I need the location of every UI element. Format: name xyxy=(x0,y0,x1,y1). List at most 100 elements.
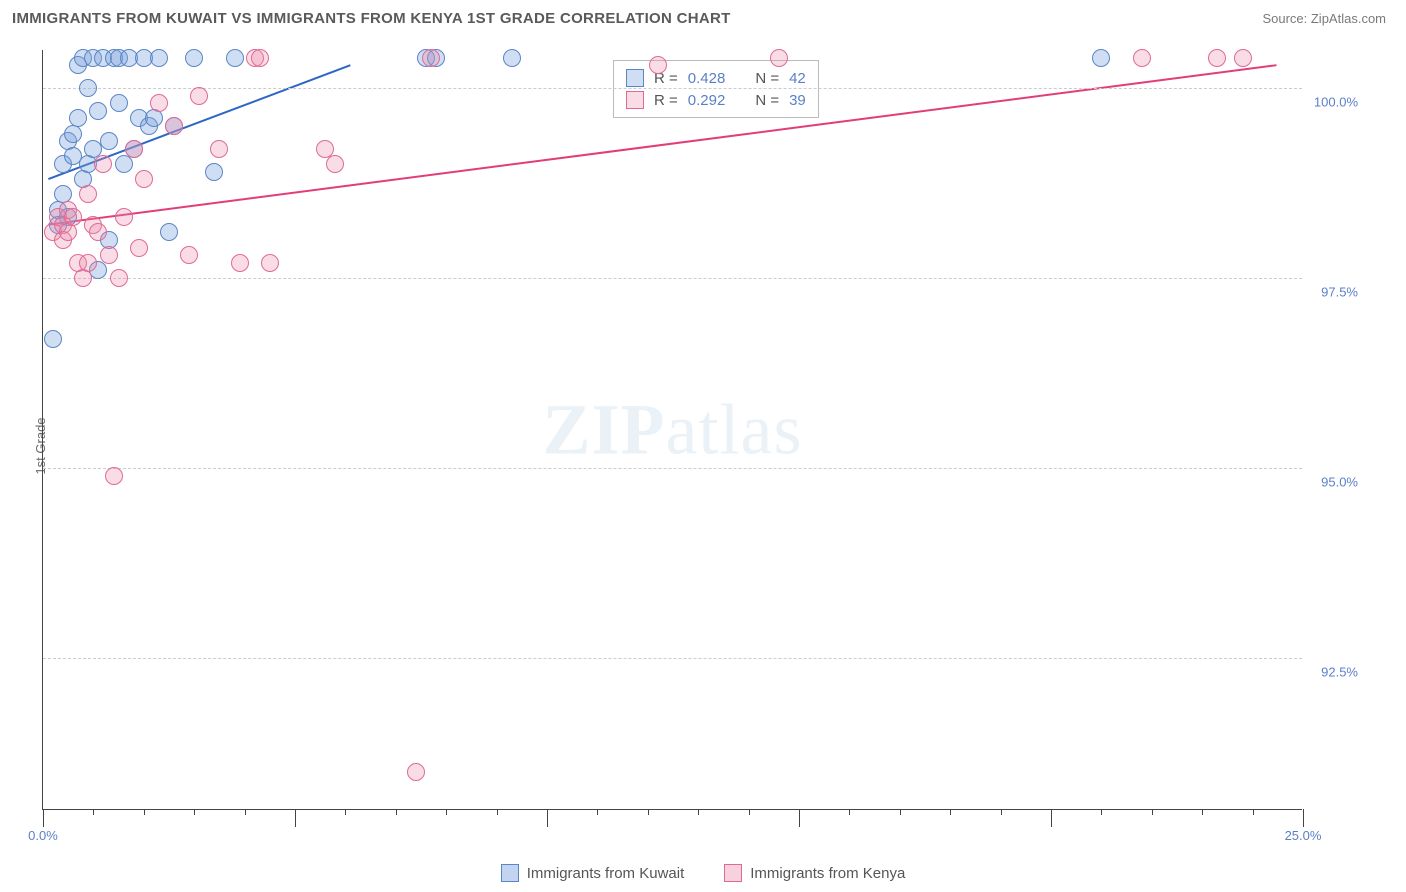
chart-title: IMMIGRANTS FROM KUWAIT VS IMMIGRANTS FRO… xyxy=(12,10,731,27)
data-point-kenya xyxy=(64,208,82,226)
x-tick xyxy=(900,809,901,815)
stat-r-label: R = xyxy=(654,92,678,109)
data-point-kuwait xyxy=(79,79,97,97)
legend-swatch xyxy=(501,864,519,882)
data-point-kenya xyxy=(89,223,107,241)
x-tick xyxy=(547,809,548,827)
x-tick xyxy=(345,809,346,815)
data-point-kenya xyxy=(94,155,112,173)
x-tick xyxy=(1051,809,1052,827)
x-tick xyxy=(648,809,649,815)
data-point-kuwait xyxy=(89,102,107,120)
data-point-kenya xyxy=(180,246,198,264)
data-point-kenya xyxy=(165,117,183,135)
x-tick xyxy=(446,809,447,815)
data-point-kuwait xyxy=(185,49,203,67)
x-tick xyxy=(396,809,397,815)
x-tick xyxy=(497,809,498,815)
data-point-kenya xyxy=(649,56,667,74)
stat-n-value: 42 xyxy=(789,70,806,87)
x-tick xyxy=(1202,809,1203,815)
x-tick xyxy=(698,809,699,815)
x-tick xyxy=(1253,809,1254,815)
data-point-kenya xyxy=(1234,49,1252,67)
y-tick-label: 100.0% xyxy=(1306,95,1358,110)
data-point-kuwait xyxy=(226,49,244,67)
data-point-kuwait xyxy=(160,223,178,241)
trend-lines xyxy=(43,50,1302,809)
x-tick xyxy=(849,809,850,815)
data-point-kuwait xyxy=(110,94,128,112)
stat-n-label: N = xyxy=(755,70,779,87)
data-point-kenya xyxy=(326,155,344,173)
gridline-h xyxy=(43,658,1302,659)
x-tick-label: 0.0% xyxy=(28,828,58,843)
x-tick xyxy=(43,809,44,827)
data-point-kenya xyxy=(210,140,228,158)
stat-box: R = 0.428 N = 42 R = 0.292 N = 39 xyxy=(613,60,819,118)
data-point-kenya xyxy=(130,239,148,257)
x-tick xyxy=(749,809,750,815)
x-tick xyxy=(597,809,598,815)
x-tick xyxy=(194,809,195,815)
data-point-kuwait xyxy=(69,109,87,127)
data-point-kenya xyxy=(110,269,128,287)
x-tick xyxy=(950,809,951,815)
y-tick-label: 95.0% xyxy=(1306,475,1358,490)
stat-n-value: 39 xyxy=(789,92,806,109)
data-point-kenya xyxy=(105,467,123,485)
data-point-kenya xyxy=(251,49,269,67)
data-point-kenya xyxy=(125,140,143,158)
legend-label: Immigrants from Kuwait xyxy=(527,865,685,882)
gridline-h xyxy=(43,468,1302,469)
data-point-kenya xyxy=(770,49,788,67)
data-point-kuwait xyxy=(44,330,62,348)
stat-n-label: N = xyxy=(755,92,779,109)
gridline-h xyxy=(43,278,1302,279)
data-point-kuwait xyxy=(205,163,223,181)
header: IMMIGRANTS FROM KUWAIT VS IMMIGRANTS FRO… xyxy=(0,0,1406,35)
legend-swatch xyxy=(724,864,742,882)
watermark: ZIPatlas xyxy=(543,388,803,471)
source-label: Source: ZipAtlas.com xyxy=(1262,11,1386,26)
legend-label: Immigrants from Kenya xyxy=(750,865,905,882)
x-tick xyxy=(144,809,145,815)
x-tick xyxy=(93,809,94,815)
stat-row-kenya: R = 0.292 N = 39 xyxy=(626,89,806,111)
data-point-kenya xyxy=(190,87,208,105)
data-point-kenya xyxy=(79,254,97,272)
data-point-kenya xyxy=(407,763,425,781)
x-tick xyxy=(1101,809,1102,815)
y-tick-label: 92.5% xyxy=(1306,665,1358,680)
x-tick-label: 25.0% xyxy=(1285,828,1322,843)
legend-item: Immigrants from Kenya xyxy=(724,864,905,882)
plot-area: ZIPatlas R =0.428N =42R =0.292N =39 100.… xyxy=(42,50,1302,810)
gridline-h xyxy=(43,88,1302,89)
data-point-kenya xyxy=(422,49,440,67)
data-point-kenya xyxy=(261,254,279,272)
stat-r-value: 0.292 xyxy=(688,92,726,109)
legend-item: Immigrants from Kuwait xyxy=(501,864,685,882)
stat-swatch xyxy=(626,69,644,87)
data-point-kenya xyxy=(100,246,118,264)
x-tick xyxy=(799,809,800,827)
data-point-kuwait xyxy=(150,49,168,67)
stat-swatch xyxy=(626,91,644,109)
stat-r-value: 0.428 xyxy=(688,70,726,87)
data-point-kenya xyxy=(115,208,133,226)
x-tick xyxy=(1303,809,1304,827)
data-point-kuwait xyxy=(1092,49,1110,67)
watermark-atlas: atlas xyxy=(666,389,803,469)
x-tick xyxy=(295,809,296,827)
data-point-kenya xyxy=(1133,49,1151,67)
data-point-kenya xyxy=(135,170,153,188)
data-point-kenya xyxy=(79,185,97,203)
data-point-kuwait xyxy=(115,155,133,173)
watermark-zip: ZIP xyxy=(543,389,666,469)
x-tick xyxy=(1152,809,1153,815)
x-tick xyxy=(245,809,246,815)
data-point-kenya xyxy=(231,254,249,272)
data-point-kuwait xyxy=(503,49,521,67)
y-tick-label: 97.5% xyxy=(1306,285,1358,300)
chart-container: ZIPatlas R = 0.428 N = 42 R = 0.292 N = 39 100.… xyxy=(42,50,1362,810)
